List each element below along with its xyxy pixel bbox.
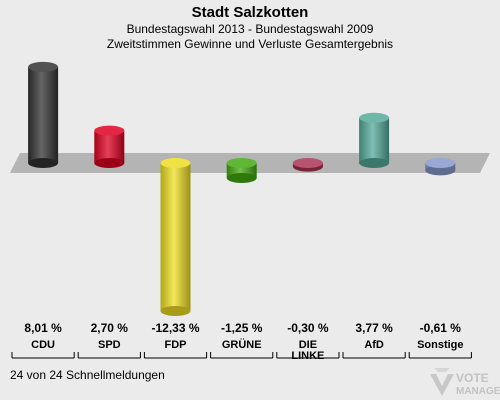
value-labels-group: 8,01 % 2,70 % -12,33 % -1,25 % -0,30 % 3,77 %… [24,321,461,335]
status-text: 24 von 24 Schnellmeldungen [10,368,165,382]
bar-spd [94,130,125,163]
bar-bottom-cap [94,158,125,168]
votemanager-logo: VOTE MANAGER [430,368,500,397]
bar-bottom-cap [425,165,456,176]
bar-top-cap [359,112,390,123]
category-label: DIE [299,339,317,351]
bar-top-cap [226,158,257,168]
chart-subtitle-2: Zweitstimmen Gewinne und Verluste Gesamt… [106,37,394,51]
bar-fdp [160,163,191,311]
bars-group [28,61,456,316]
category-label: LINKE [291,350,324,362]
value-label: 3,77 % [355,321,393,335]
category-label: SPD [98,339,121,351]
category-label: FDP [165,339,187,351]
bar-top-cap [28,61,59,72]
logo-text-line1: VOTE [456,371,489,385]
value-label: -0,30 % [287,321,329,335]
bar-cdu [28,66,59,163]
bar-top-cap [292,158,323,168]
bar-top-cap [160,158,191,168]
category-label: Sonstige [417,339,463,351]
category-label: GRÜNE [222,338,262,351]
chart-subtitle: Bundestagswahl 2013 - Bundestagswahl 200… [126,22,374,36]
bar-top-cap [94,125,125,136]
bar-top-cap [425,158,456,168]
bar-bottom-cap [226,173,257,183]
bar-bottom-cap [28,158,59,168]
value-label: -0,61 % [420,321,462,335]
category-label: CDU [31,339,55,351]
chart-title: Stadt Salzkotten [191,4,309,21]
value-label: -1,25 % [221,321,263,335]
bar-bottom-cap [160,305,191,316]
bar-afd [359,117,390,163]
logo-text-line2: MANAGER [456,386,500,397]
bar-bottom-cap [359,158,390,168]
value-label: 2,70 % [91,321,129,335]
chart-header: Stadt Salzkotten Bundestagswahl 2013 - B… [0,4,500,52]
value-label: -12,33 % [151,321,199,335]
category-label: AfD [364,339,384,351]
value-label: 8,01 % [24,321,62,335]
